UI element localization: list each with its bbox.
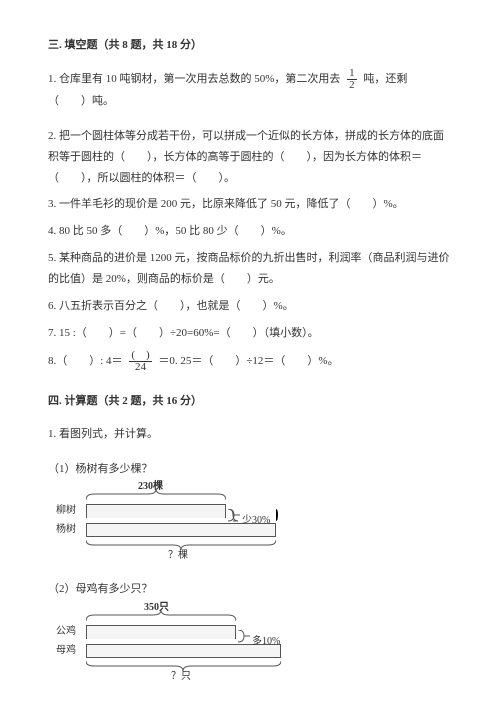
d1-diff-label: 少30% bbox=[242, 511, 270, 530]
question-3: 3. 一件羊毛衫的现价是 200 元，比原来降低了 50 元，降低了（ ）%。 bbox=[48, 194, 452, 215]
question-4: 4. 80 比 50 多（ ）%，50 比 80 少（ ）%。 bbox=[48, 221, 452, 242]
q8-frac-num: ( ) bbox=[129, 350, 151, 362]
d1-bottom-q: ？棵 bbox=[168, 546, 188, 565]
q8-fraction: ( ) 24 bbox=[129, 350, 151, 373]
d2-label2: 母鸡 bbox=[56, 641, 86, 660]
d2-label1: 公鸡 bbox=[56, 622, 86, 641]
q1-text-b: 吨，还剩 bbox=[363, 73, 407, 85]
d1-label1: 柳树 bbox=[56, 501, 86, 520]
diagram-2: 350只 公鸡 母鸡 多10% ？只 bbox=[56, 610, 452, 672]
q1-fraction: 1 2 bbox=[347, 68, 357, 91]
question-6: 6. 八五折表示百分之（ ），也就是（ ）%。 bbox=[48, 296, 452, 317]
section3-title: 三. 填空题（共 8 题，共 18 分） bbox=[48, 35, 452, 56]
d2-bar-top bbox=[86, 625, 236, 639]
d2-top-value: 350只 bbox=[144, 598, 169, 617]
q1-text-a: 1. 仓库里有 10 吨钢材，第一次用去总数的 50%，第二次用去 bbox=[48, 73, 340, 85]
subq-2: （2）母鸡有多少只？ bbox=[48, 579, 452, 600]
d2-diff-brace bbox=[238, 630, 252, 652]
subq-1: （1）杨树有多少棵？ bbox=[48, 459, 452, 480]
d1-label2: 杨树 bbox=[56, 520, 86, 539]
section4-title: 四. 计算题（共 2 题，共 16 分） bbox=[48, 391, 452, 412]
question-2: 2. 把一个圆柱体等分成若干份，可以拼成一个近似的长方体，拼成的长方体的底面积等… bbox=[48, 126, 452, 189]
d2-bottom-q: ？只 bbox=[171, 667, 191, 686]
q8-frac-den: 24 bbox=[129, 362, 151, 373]
d1-bar-top bbox=[86, 504, 226, 518]
question-8: 8.（ ）: 4＝ ( ) 24 ＝0. 25＝（ ）÷12＝（ ）%。 bbox=[48, 350, 452, 373]
q1-frac-den: 2 bbox=[347, 80, 357, 91]
calc-q1: 1. 看图列式，并计算。 bbox=[48, 424, 452, 445]
question-7: 7. 15 :（ ）=（ ）÷20=60%=（ ）（填小数）。 bbox=[48, 323, 452, 344]
diagram-1: 230棵 柳树 杨树 少30% ？棵 bbox=[56, 489, 452, 551]
q8-text-b: ＝0. 25＝（ ）÷12＝（ ）%。 bbox=[158, 355, 338, 367]
question-1: 1. 仓库里有 10 吨钢材，第一次用去总数的 50%，第二次用去 1 2 吨，… bbox=[48, 68, 452, 112]
q1-text-c: （ ）吨。 bbox=[48, 91, 452, 112]
d2-diff-label: 多10% bbox=[252, 632, 280, 651]
q8-text-a: 8.（ ）: 4＝ bbox=[48, 355, 123, 367]
question-5: 5. 某种商品的进价是 1200 元，按商品标价的九折出售时，利润率（商品利润与… bbox=[48, 248, 452, 290]
d1-top-value: 230棵 bbox=[138, 477, 163, 496]
